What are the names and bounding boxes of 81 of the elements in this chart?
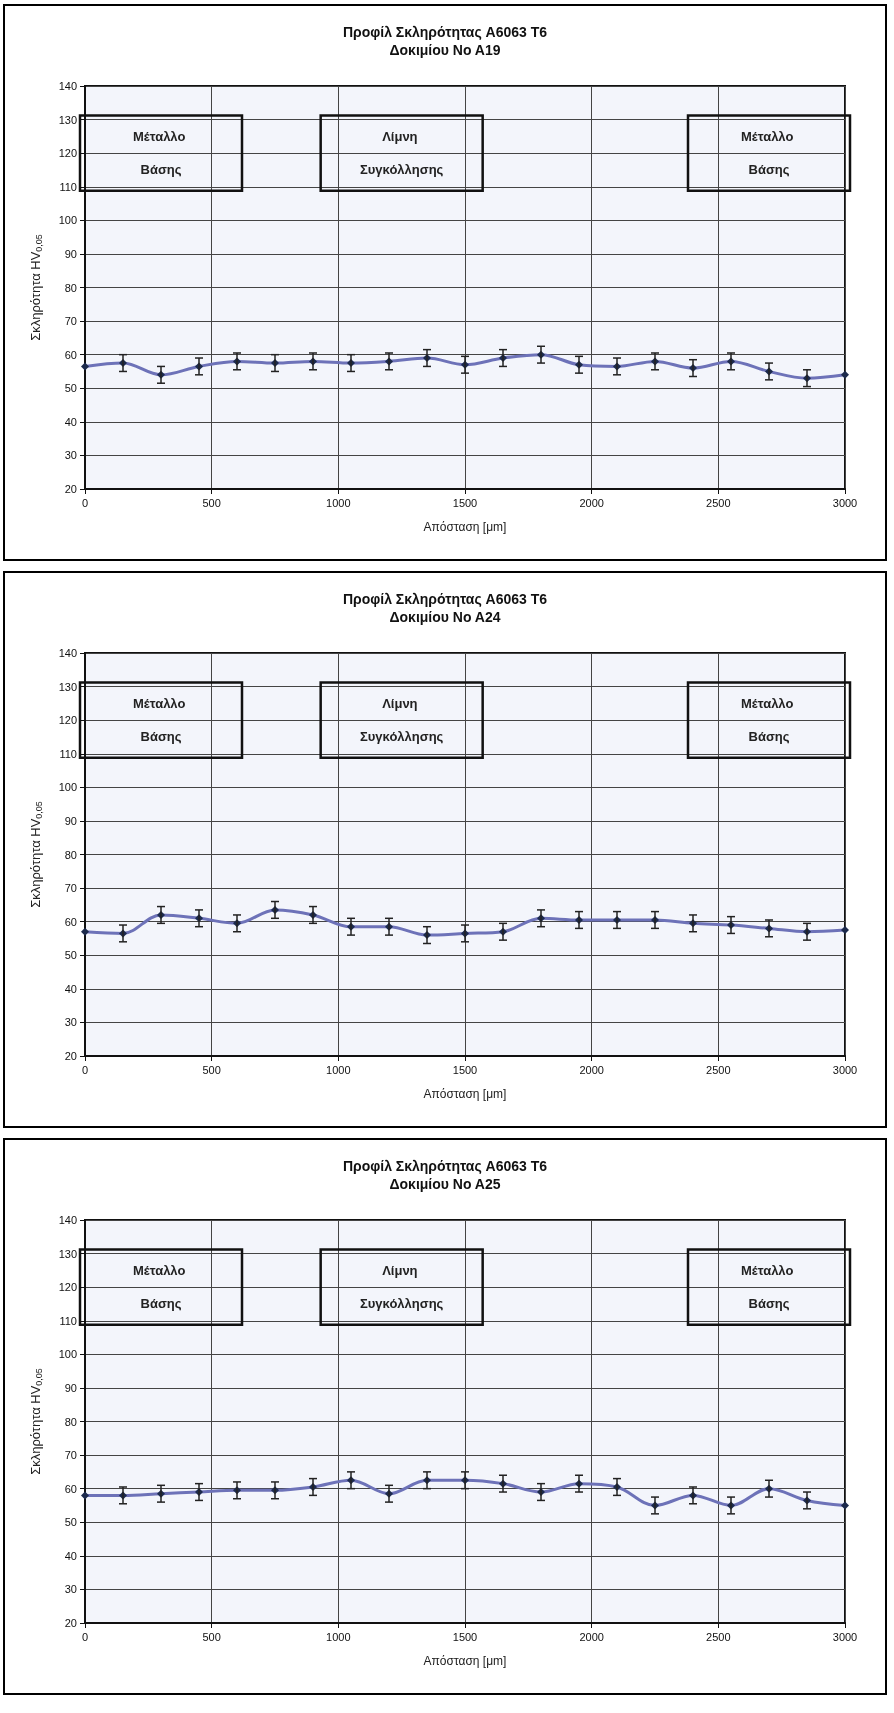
x-tick-label: 2000: [579, 496, 604, 509]
chart-subtitle: Δοκιμίου No A25: [389, 1176, 501, 1192]
chart-title: Προφίλ Σκληρότητας A6063 T6: [342, 1158, 548, 1174]
y-tick-label: 110: [59, 180, 77, 193]
y-tick-label: 90: [64, 247, 77, 260]
y-tick-label: 40: [64, 415, 77, 428]
y-tick-label: 70: [64, 882, 77, 895]
y-tick-label: 70: [64, 315, 77, 328]
x-tick-label: 3000: [832, 1063, 858, 1076]
text: Μέταλλο Βάσης: [133, 1262, 186, 1312]
y-tick-label: 30: [64, 1583, 77, 1596]
y-tick-label: 50: [64, 949, 77, 962]
y-tick-label: 30: [64, 449, 77, 462]
y-tick-label: 20: [64, 1617, 77, 1629]
y-axis-title: Σκληρότητα HV0,05: [28, 1368, 44, 1475]
y-tick-label: 40: [64, 1549, 77, 1562]
y-tick-label: 110: [59, 747, 77, 760]
y-tick-label: 80: [64, 848, 77, 861]
y-axis-title: Σκληρότητα HV0,05: [28, 234, 44, 341]
y-tick-label: 130: [58, 680, 77, 693]
x-tick-label: 2500: [706, 1063, 731, 1076]
x-tick-label: 500: [202, 1630, 221, 1643]
x-tick-label: 1000: [326, 496, 351, 509]
y-tick-label: 140: [58, 80, 77, 92]
x-tick-label: 2500: [706, 496, 731, 509]
x-tick-label: 1000: [326, 1630, 351, 1643]
y-tick-label: 60: [64, 915, 77, 928]
x-tick-label: 500: [202, 496, 221, 509]
y-tick-label: 50: [64, 1516, 77, 1529]
y-tick-label: 120: [58, 714, 77, 727]
text: Λίμνη Συγκόλλησης: [359, 1262, 444, 1312]
y-tick-label: 140: [58, 647, 77, 659]
x-tick-label: 3000: [832, 1630, 858, 1643]
y-tick-label: 140: [58, 1214, 77, 1226]
chart-title: Προφίλ Σκληρότητας A6063 T6: [342, 24, 548, 40]
y-tick-label: 100: [58, 214, 77, 227]
x-tick-label: 2500: [706, 1630, 731, 1643]
x-tick-label: 1500: [452, 1063, 478, 1076]
y-tick-label: 90: [64, 814, 77, 827]
chart-title: Προφίλ Σκληρότητας A6063 T6: [342, 591, 548, 607]
y-tick-label: 40: [64, 982, 77, 995]
x-tick-label: 0: [81, 1630, 89, 1643]
x-tick-label: 1500: [452, 1630, 478, 1643]
text: Μέταλλο Βάσης: [741, 695, 794, 745]
x-tick-label: 0: [81, 496, 89, 509]
chart-subtitle: Δοκιμίου No A19: [389, 42, 501, 58]
y-tick-label: 70: [64, 1449, 77, 1462]
y-tick-label: 30: [64, 1016, 77, 1029]
x-tick-label: 0: [81, 1063, 89, 1076]
x-tick-label: 2000: [579, 1630, 604, 1643]
y-tick-label: 110: [59, 1314, 77, 1327]
x-tick-label: 500: [202, 1063, 221, 1076]
y-tick-label: 120: [58, 1281, 77, 1294]
text: Μέταλλο Βάσης: [133, 695, 186, 745]
y-axis-title: Σκληρότητα HV0,05: [28, 801, 44, 908]
y-tick-label: 60: [64, 1482, 77, 1495]
y-tick-label: 20: [64, 483, 77, 495]
y-tick-label: 130: [58, 113, 77, 126]
y-tick-label: 50: [64, 382, 77, 395]
y-tick-label: 80: [64, 281, 77, 294]
text: Λίμνη Συγκόλλησης: [359, 695, 444, 745]
x-tick-label: 2000: [579, 1063, 604, 1076]
y-tick-label: 90: [64, 1381, 77, 1394]
y-tick-label: 130: [58, 1247, 77, 1260]
chart-subtitle: Δοκιμίου No A24: [389, 609, 501, 625]
text: Μέταλλο Βάσης: [133, 128, 186, 178]
x-tick-label: 3000: [832, 496, 858, 509]
y-tick-label: 100: [58, 1348, 77, 1361]
y-tick-label: 100: [58, 781, 77, 794]
text: Λίμνη Συγκόλλησης: [359, 128, 444, 178]
text: Μέταλλο Βάσης: [741, 1262, 794, 1312]
y-tick-label: 80: [64, 1415, 77, 1428]
y-tick-label: 120: [58, 147, 77, 160]
x-tick-label: 1500: [452, 496, 478, 509]
y-tick-label: 20: [64, 1050, 77, 1062]
text: Μέταλλο Βάσης: [741, 128, 794, 178]
y-tick-label: 60: [64, 348, 77, 361]
x-tick-label: 1000: [326, 1063, 351, 1076]
x-axis-title: Απόσταση [μm]: [423, 1654, 507, 1668]
x-axis-title: Απόσταση [μm]: [423, 1087, 507, 1101]
x-axis-title: Απόσταση [μm]: [423, 520, 507, 534]
